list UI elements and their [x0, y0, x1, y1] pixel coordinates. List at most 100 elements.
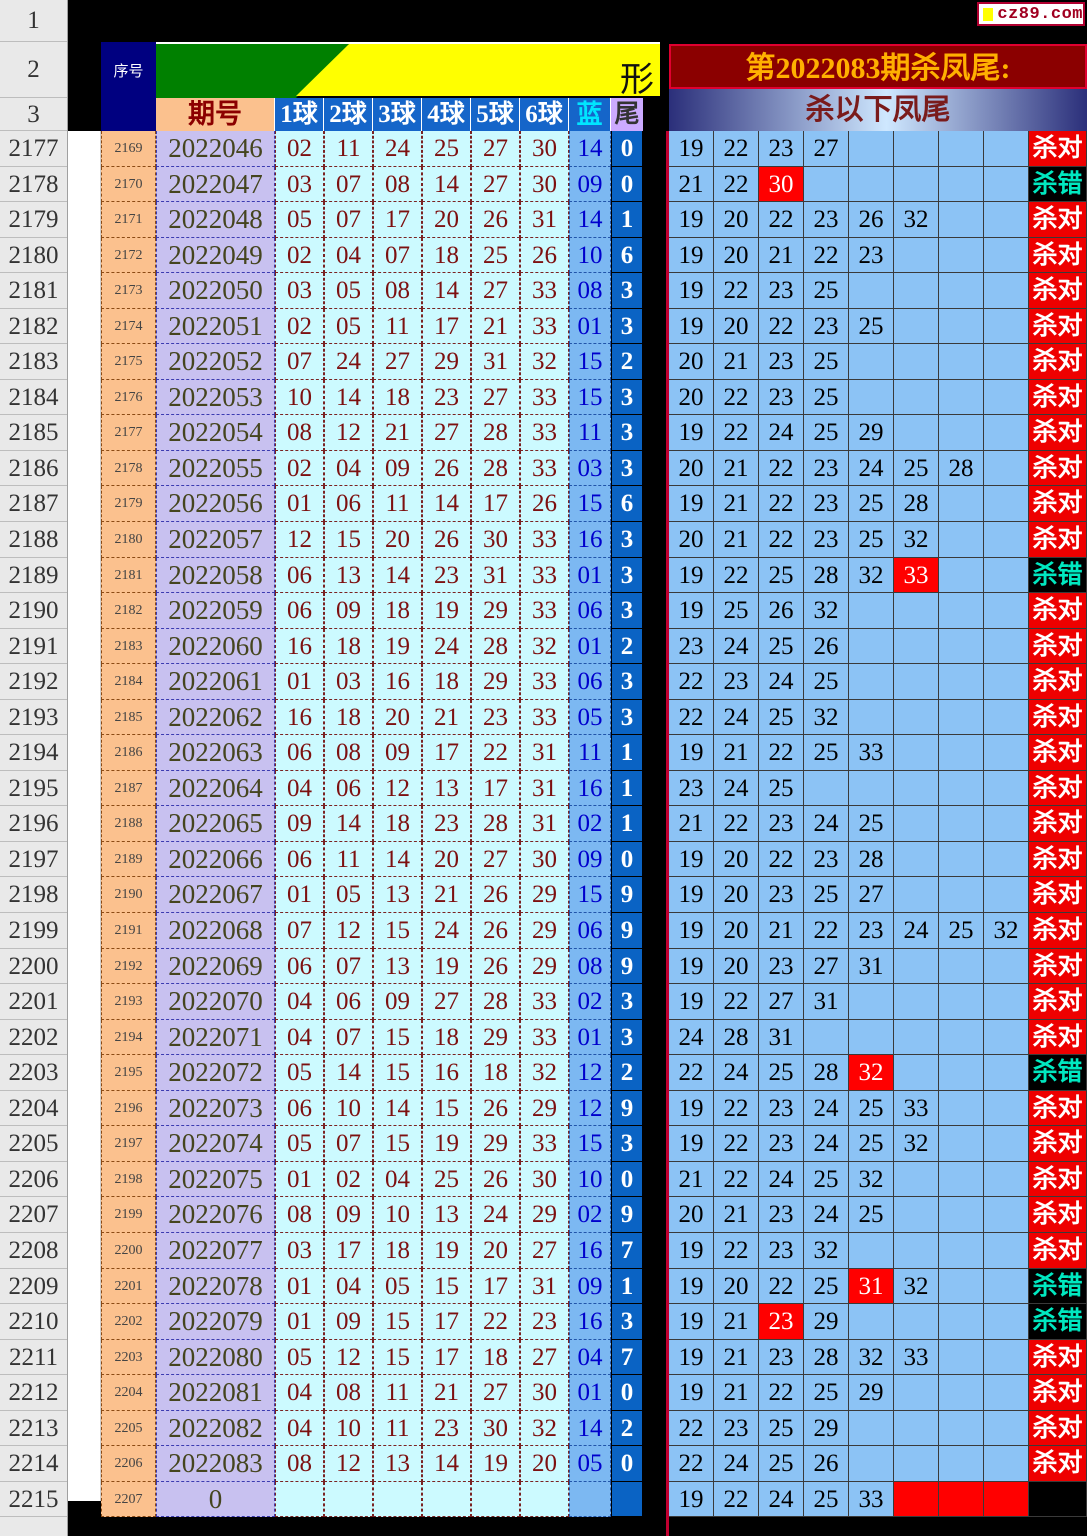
- cell-kill-7: [939, 273, 984, 309]
- kill-row: 21 22 23 24 25 杀对: [669, 806, 1087, 842]
- cell-kill-2: 21: [714, 486, 759, 523]
- cell-tail: 6: [611, 237, 643, 274]
- row-number: 2206: [0, 1161, 67, 1198]
- cell-kill-4: 32: [804, 593, 849, 629]
- cell-ball-4: 19: [422, 593, 471, 629]
- cell-ball-6: 30: [520, 841, 569, 878]
- cell-ball-1: 06: [275, 557, 324, 594]
- cell-ball-3: 04: [373, 1161, 422, 1198]
- cell-kill-4: [804, 166, 849, 203]
- cell-tail: 2: [611, 1410, 643, 1447]
- cell-ball-4: 27: [422, 415, 471, 451]
- cell-kill-8: [984, 1232, 1029, 1269]
- row-number: 2202: [0, 1019, 67, 1056]
- cell-ball-4: 15: [422, 1090, 471, 1127]
- row-number: 2204: [0, 1090, 67, 1127]
- table-row: 2186 2022063 06 08 09 17 22 31 11 1: [101, 735, 660, 771]
- header-ball-2: 2球: [324, 98, 373, 131]
- cell-kill-7: [939, 486, 984, 523]
- row-number: 2187: [0, 486, 67, 523]
- cell-kill-8: [984, 841, 1029, 878]
- cell-result: 杀对: [1029, 1232, 1087, 1269]
- cell-kill-2: 22: [714, 379, 759, 416]
- cell-tail: 0: [611, 131, 643, 167]
- cell-ball-1: 04: [275, 770, 324, 807]
- cell-tail: 3: [611, 450, 643, 487]
- cell-kill-7: [939, 628, 984, 665]
- cell-ball-1: 01: [275, 486, 324, 523]
- cell-ball-5: 21: [471, 308, 520, 345]
- cell-ball-3: 13: [373, 1446, 422, 1482]
- cell-kill-5: [849, 166, 894, 203]
- cell-kill-3: 25: [759, 770, 804, 807]
- cell-seq: 2173: [101, 273, 156, 309]
- row-number: 2196: [0, 806, 67, 842]
- cell-ball-3: 13: [373, 877, 422, 914]
- cell-issue: 2022048: [156, 202, 275, 238]
- cell-issue: 2022047: [156, 166, 275, 203]
- cell-kill-3: 22: [759, 735, 804, 771]
- cell-seq: 2191: [101, 913, 156, 949]
- cell-kill-2: 23: [714, 1410, 759, 1447]
- cell-seq: 2190: [101, 877, 156, 914]
- cell-kill-6: [894, 1410, 939, 1447]
- cell-kill-3: 22: [759, 202, 804, 238]
- cell-kill-5: [849, 273, 894, 309]
- cell-result: 杀错: [1029, 557, 1087, 594]
- cell-issue: 2022075: [156, 1161, 275, 1198]
- cell-kill-8: [984, 1268, 1029, 1305]
- cell-tail: 3: [611, 664, 643, 700]
- cell-kill-2: 22: [714, 1126, 759, 1162]
- table-row: 2170 2022047 03 07 08 14 27 30 09 0: [101, 166, 660, 203]
- cell-blue: 12: [569, 1090, 611, 1127]
- panel-separator: [660, 0, 668, 1536]
- cell-ball-4: 13: [422, 1197, 471, 1233]
- cell-ball-5: 30: [471, 522, 520, 558]
- cell-result: 杀对: [1029, 770, 1087, 807]
- header-ball-6: 6球: [520, 98, 569, 131]
- cell-tail: [611, 1481, 643, 1518]
- cell-kill-3: 25: [759, 1055, 804, 1091]
- cell-kill-6: [894, 735, 939, 771]
- cell-kill-3: 23: [759, 344, 804, 380]
- cell-blue: 03: [569, 450, 611, 487]
- cell-kill-7: [939, 1268, 984, 1305]
- cell-ball-5: 19: [471, 1446, 520, 1482]
- cell-issue: 2022073: [156, 1090, 275, 1127]
- cell-kill-8: [984, 1090, 1029, 1127]
- cell-ball-6: 23: [520, 1304, 569, 1340]
- cell-ball-1: 09: [275, 806, 324, 842]
- cell-kill-8: [984, 628, 1029, 665]
- cell-kill-3: 23: [759, 1090, 804, 1127]
- row-number: 2198: [0, 877, 67, 914]
- cell-kill-6: [894, 237, 939, 274]
- cell-kill-8: [984, 1126, 1029, 1162]
- cell-ball-2: 04: [324, 1268, 373, 1305]
- cell-kill-6: [894, 770, 939, 807]
- cell-ball-4: 21: [422, 877, 471, 914]
- kill-row: 22 24 25 32 杀对: [669, 699, 1087, 736]
- cell-ball-1: 06: [275, 948, 324, 985]
- table-row: 2202 2022079 01 09 15 17 22 23 16 3: [101, 1304, 660, 1340]
- cell-kill-1: 19: [669, 1339, 714, 1376]
- cell-seq: 2179: [101, 486, 156, 523]
- cell-kill-3: 23: [759, 379, 804, 416]
- cell-blue: 10: [569, 237, 611, 274]
- cell-ball-4: 17: [422, 1304, 471, 1340]
- cell-kill-4: 32: [804, 1232, 849, 1269]
- cell-kill-6: [894, 308, 939, 345]
- spacer-column: [68, 131, 101, 1501]
- banner-shape-icon: [101, 42, 660, 98]
- cell-ball-3: 14: [373, 1090, 422, 1127]
- cell-kill-7: [939, 237, 984, 274]
- cell-seq: 2203: [101, 1339, 156, 1376]
- cell-kill-3: 25: [759, 699, 804, 736]
- cell-tail: 9: [611, 913, 643, 949]
- cell-kill-8: [984, 1339, 1029, 1376]
- cell-issue: 2022052: [156, 344, 275, 380]
- kill-row: 19 20 22 23 25 杀对: [669, 308, 1087, 345]
- cell-kill-4: 22: [804, 237, 849, 274]
- cell-kill-5: 25: [849, 1126, 894, 1162]
- cell-seq: 2207: [101, 1481, 156, 1518]
- cell-kill-3: 21: [759, 913, 804, 949]
